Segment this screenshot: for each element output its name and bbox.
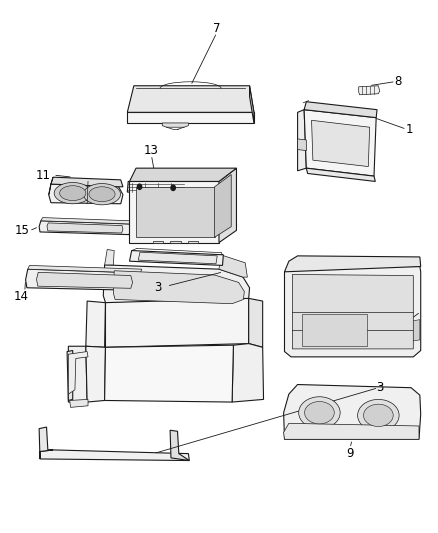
- Ellipse shape: [364, 404, 393, 426]
- Text: 11: 11: [36, 168, 51, 182]
- Polygon shape: [51, 177, 123, 187]
- Text: 14: 14: [14, 290, 29, 303]
- Polygon shape: [170, 241, 180, 243]
- Text: 1: 1: [405, 123, 413, 136]
- Polygon shape: [359, 86, 380, 95]
- Ellipse shape: [304, 401, 334, 424]
- Polygon shape: [49, 184, 123, 204]
- Ellipse shape: [357, 399, 399, 431]
- Text: 15: 15: [14, 224, 29, 237]
- Polygon shape: [162, 123, 188, 127]
- Polygon shape: [215, 174, 231, 237]
- Polygon shape: [127, 112, 254, 123]
- Polygon shape: [25, 269, 143, 290]
- Polygon shape: [232, 344, 264, 402]
- Polygon shape: [304, 110, 376, 176]
- Polygon shape: [284, 384, 421, 439]
- Polygon shape: [36, 272, 133, 288]
- Polygon shape: [41, 217, 131, 224]
- Polygon shape: [28, 265, 142, 273]
- Polygon shape: [39, 221, 131, 235]
- Text: 3: 3: [154, 281, 162, 294]
- Ellipse shape: [54, 182, 91, 204]
- Polygon shape: [136, 187, 215, 237]
- Polygon shape: [47, 223, 123, 233]
- Polygon shape: [297, 110, 306, 171]
- Polygon shape: [127, 181, 185, 193]
- Circle shape: [138, 184, 142, 189]
- Text: 7: 7: [213, 22, 221, 35]
- Polygon shape: [138, 252, 217, 264]
- Polygon shape: [105, 249, 114, 265]
- Polygon shape: [170, 430, 189, 461]
- Polygon shape: [130, 251, 223, 265]
- Text: 10: 10: [378, 337, 392, 350]
- Ellipse shape: [60, 185, 86, 200]
- Polygon shape: [106, 298, 249, 348]
- Text: 3: 3: [376, 381, 383, 394]
- Ellipse shape: [83, 183, 120, 205]
- Ellipse shape: [299, 397, 340, 429]
- Polygon shape: [39, 427, 53, 459]
- Polygon shape: [113, 271, 244, 304]
- Polygon shape: [285, 266, 421, 357]
- Polygon shape: [68, 346, 87, 402]
- Polygon shape: [67, 351, 73, 400]
- Text: 8: 8: [394, 75, 402, 88]
- Polygon shape: [187, 241, 198, 243]
- Polygon shape: [130, 168, 237, 181]
- Polygon shape: [86, 301, 106, 348]
- Polygon shape: [285, 256, 421, 272]
- Polygon shape: [103, 265, 250, 306]
- Polygon shape: [152, 241, 163, 243]
- Polygon shape: [219, 255, 247, 277]
- Polygon shape: [49, 177, 53, 195]
- Polygon shape: [105, 345, 233, 402]
- Polygon shape: [219, 168, 237, 243]
- Polygon shape: [292, 274, 413, 349]
- Polygon shape: [284, 423, 419, 439]
- Polygon shape: [311, 120, 370, 166]
- Polygon shape: [302, 314, 367, 346]
- Polygon shape: [130, 181, 219, 243]
- Polygon shape: [70, 399, 88, 407]
- Text: 13: 13: [144, 144, 159, 157]
- Ellipse shape: [89, 187, 115, 201]
- Polygon shape: [297, 139, 306, 151]
- Polygon shape: [306, 168, 375, 181]
- Polygon shape: [40, 450, 189, 461]
- Polygon shape: [304, 102, 377, 118]
- Polygon shape: [413, 320, 420, 341]
- Polygon shape: [68, 352, 88, 394]
- Text: 9: 9: [346, 447, 354, 460]
- Polygon shape: [127, 86, 254, 112]
- Polygon shape: [250, 86, 254, 123]
- Polygon shape: [86, 346, 106, 402]
- Polygon shape: [249, 298, 263, 348]
- Circle shape: [171, 185, 175, 190]
